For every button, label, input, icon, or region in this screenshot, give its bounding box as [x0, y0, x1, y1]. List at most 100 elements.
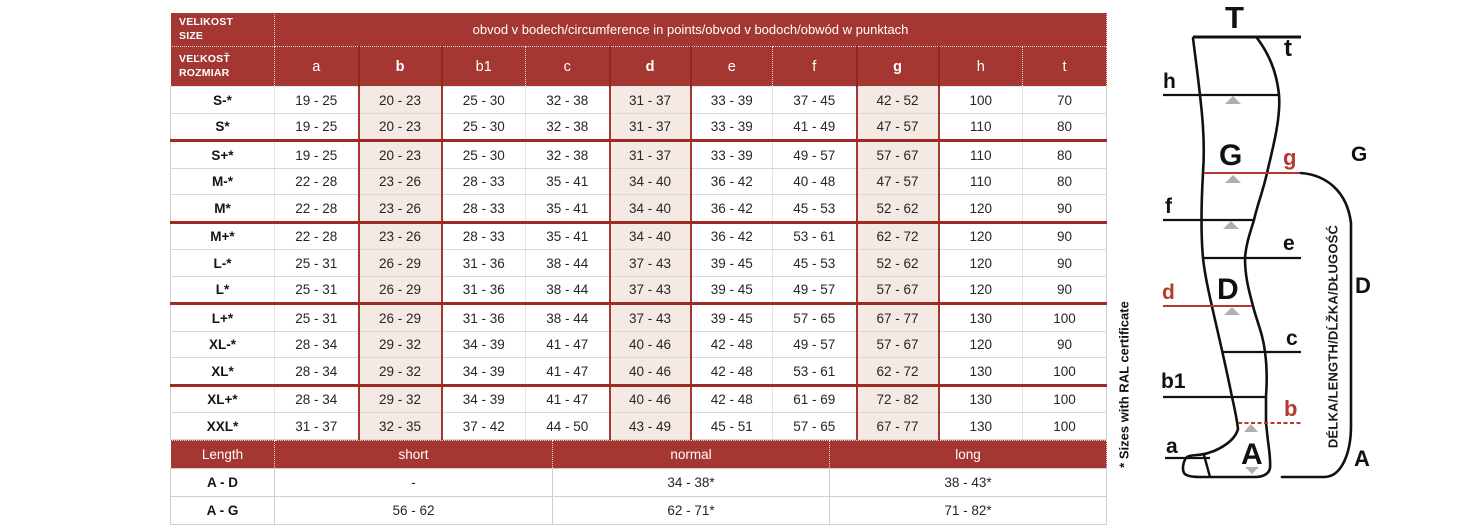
- cell: 45 - 53: [772, 194, 857, 223]
- cell: 34 - 39: [441, 330, 526, 359]
- col-header-t: t: [1021, 46, 1108, 88]
- length-axis-label: DÉLKA/LENGTH/DĹŽKA/DŁUGOŚĆ: [1325, 224, 1341, 449]
- cell: 90: [1021, 249, 1108, 277]
- table-row: XXL* 31 - 37 32 - 35 37 - 42 44 - 50 43 …: [170, 412, 1108, 440]
- cell: 31 - 36: [441, 302, 526, 332]
- cell: 35 - 41: [525, 167, 610, 196]
- length-header-row: Length short normal long: [170, 439, 1107, 469]
- cell: 130: [938, 357, 1023, 386]
- cell: 49 - 57: [772, 330, 857, 359]
- cell: 57 - 65: [772, 412, 857, 440]
- cell: 34 - 40: [608, 220, 692, 251]
- cell: 32 - 38: [525, 112, 610, 142]
- col-header-g: g: [855, 46, 940, 88]
- size-header-cell: VELIKOST SIZE: [170, 11, 275, 48]
- cell: 28 - 34: [274, 357, 359, 386]
- size-header-cell-2: VEĽKOSŤ ROZMIAR: [170, 46, 275, 88]
- cell: 22 - 28: [274, 220, 359, 251]
- cell: 38 - 43*: [829, 467, 1107, 497]
- cell: 25 - 30: [441, 112, 526, 142]
- cell: 80: [1021, 139, 1108, 169]
- cell: 47 - 57: [855, 112, 940, 142]
- size-label: L*: [170, 275, 275, 305]
- cell: 90: [1021, 275, 1108, 305]
- cell: 52 - 62: [855, 249, 940, 277]
- cell: 39 - 45: [690, 249, 773, 277]
- size-label: S*: [170, 112, 275, 142]
- cell: 25 - 30: [441, 139, 526, 169]
- cell: 31 - 36: [441, 249, 526, 277]
- cell: 40 - 46: [608, 383, 692, 414]
- table-row: M* 22 - 28 23 - 26 28 - 33 35 - 41 34 - …: [170, 194, 1108, 223]
- cell: 37 - 43: [608, 275, 692, 305]
- length-row-label: A - G: [170, 495, 275, 525]
- cell: 28 - 33: [441, 167, 526, 196]
- cell: 72 - 82: [855, 383, 940, 414]
- cell: 61 - 69: [772, 383, 857, 414]
- cell: 26 - 29: [357, 302, 443, 332]
- triangle-h-icon: [1225, 96, 1241, 104]
- point-label-b1: b1: [1161, 370, 1186, 393]
- cell: 22 - 28: [274, 194, 359, 223]
- cell: 37 - 43: [608, 302, 692, 332]
- length-row-label: A - D: [170, 467, 275, 497]
- cell: 110: [938, 167, 1023, 196]
- table-row: L-* 25 - 31 26 - 29 31 - 36 38 - 44 37 -…: [170, 249, 1108, 277]
- cell: 38 - 44: [525, 249, 610, 277]
- cell: 120: [938, 220, 1023, 251]
- cell: 110: [938, 112, 1023, 142]
- point-label-G-leg: G: [1219, 139, 1243, 172]
- cell: 22 - 28: [274, 167, 359, 196]
- size-label: XXL*: [170, 412, 275, 440]
- size-label-cs: VELIKOST: [179, 16, 234, 28]
- cell: 19 - 25: [274, 112, 359, 142]
- point-label-G-right: G: [1351, 143, 1368, 166]
- size-label: L-*: [170, 249, 275, 277]
- cell: 41 - 47: [525, 330, 610, 359]
- cell: 32 - 38: [525, 139, 610, 169]
- col-header-c: c: [525, 46, 610, 88]
- cell: 37 - 45: [772, 86, 857, 114]
- table-row: XL+* 28 - 34 29 - 32 34 - 39 41 - 47 40 …: [170, 383, 1108, 414]
- point-label-D-right: D: [1355, 273, 1371, 298]
- cell: 57 - 67: [855, 330, 940, 359]
- cell: 49 - 57: [772, 139, 857, 169]
- col-header-b: b: [357, 46, 443, 88]
- cell: 20 - 23: [357, 112, 443, 142]
- cell: 20 - 23: [357, 86, 443, 114]
- col-header-e: e: [690, 46, 773, 88]
- cell: 47 - 57: [855, 167, 940, 196]
- size-label: XL*: [170, 357, 275, 386]
- cell: 32 - 35: [357, 412, 443, 440]
- cell: 38 - 44: [525, 275, 610, 305]
- triangle-d-icon: [1224, 307, 1240, 315]
- point-label-A-leg: A: [1241, 438, 1263, 471]
- cell: 33 - 39: [690, 112, 773, 142]
- cell: 90: [1021, 220, 1108, 251]
- length-row: A - D - 34 - 38* 38 - 43*: [170, 467, 1107, 497]
- length-bracket: [1280, 171, 1353, 479]
- cell: 130: [938, 302, 1023, 332]
- size-table: VELIKOST SIZE obvod v bodech/circumferen…: [170, 11, 1108, 440]
- cell: 80: [1021, 167, 1108, 196]
- length-table: Length short normal long A - D - 34 - 38…: [170, 439, 1107, 525]
- cell: 57 - 67: [855, 139, 940, 169]
- col-header-d: d: [608, 46, 692, 88]
- ral-certificate-note: * Sizes with RAL certificate: [1116, 301, 1132, 468]
- length-header-long: long: [829, 439, 1107, 469]
- cell: 120: [938, 330, 1023, 359]
- cell: 120: [938, 275, 1023, 305]
- cell: 56 - 62: [274, 495, 553, 525]
- cell: 33 - 39: [690, 139, 773, 169]
- size-label: L+*: [170, 302, 275, 332]
- cell: 80: [1021, 112, 1108, 142]
- cell: 41 - 49: [772, 112, 857, 142]
- cell: 39 - 45: [690, 302, 773, 332]
- table-row: S+* 19 - 25 20 - 23 25 - 30 32 - 38 31 -…: [170, 139, 1108, 169]
- size-label: M+*: [170, 220, 275, 251]
- cell: 38 - 44: [525, 302, 610, 332]
- cell: 26 - 29: [357, 249, 443, 277]
- point-label-t: t: [1284, 35, 1292, 62]
- point-label-T: T: [1225, 0, 1244, 35]
- cell: 28 - 34: [274, 383, 359, 414]
